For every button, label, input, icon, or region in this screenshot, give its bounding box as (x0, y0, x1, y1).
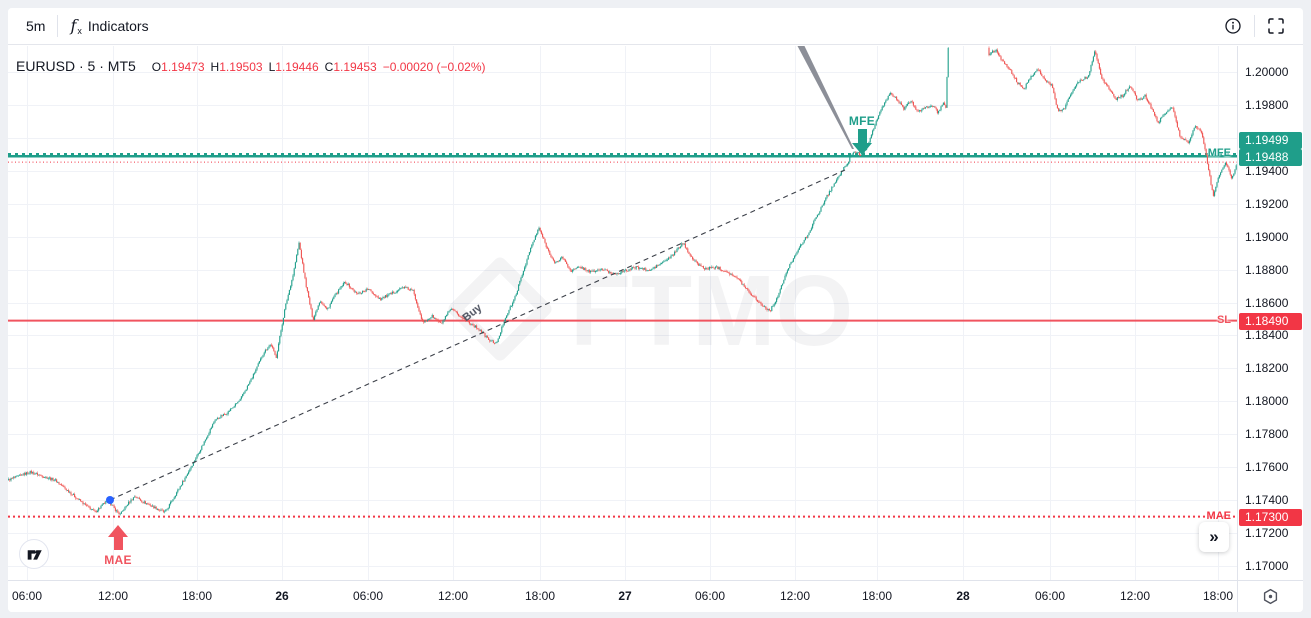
price-tick-label: 1.19800 (1245, 97, 1289, 112)
interval-button[interactable]: 5m (16, 14, 55, 38)
price-level-badge[interactable]: 1.19488 (1239, 148, 1302, 166)
toolbar-divider (1254, 15, 1255, 37)
info-button[interactable] (1220, 13, 1246, 39)
level-edge-label-mae: MAE (1206, 509, 1231, 522)
open-label: O (151, 60, 162, 74)
info-icon (1225, 18, 1241, 34)
price-axis[interactable]: 1.20000 1.19800 1.19400 1.19200 1.19000 1.188… (1237, 46, 1303, 580)
time-tick-label: 06:00 (1034, 589, 1066, 603)
time-tick-label: 12:00 (1119, 589, 1151, 603)
price-tick-label: 1.17200 (1245, 526, 1289, 541)
time-tick-label: 06:00 (11, 589, 43, 603)
price-tick-label: 1.17400 (1245, 493, 1289, 508)
mfe-arrow-shaft (857, 128, 867, 143)
price-tick-label: 1.17800 (1245, 427, 1289, 442)
entry-point-dot (106, 496, 114, 505)
tradingview-logo[interactable] (19, 539, 49, 569)
price-tick-label: 1.20000 (1245, 65, 1289, 79)
tradingview-logo-icon (27, 549, 42, 560)
time-tick-label: 06:00 (694, 589, 726, 603)
level-edge-label-mfe: MFE (1207, 147, 1231, 160)
mae-arrow-shaft (113, 536, 123, 550)
fx-f: f (70, 15, 77, 35)
time-tick-label: 12:00 (779, 589, 811, 603)
open-value: 1.19473 (161, 60, 205, 74)
axis-settings-gear-icon[interactable] (1261, 587, 1280, 606)
mae-marker: MAE (96, 524, 140, 567)
fx-x: x (77, 26, 82, 37)
mfe-marker: MFE (842, 113, 882, 155)
mfe-marker-label: MFE (848, 113, 876, 128)
time-axis[interactable]: 06:00 12:00 18:00 26 06:00 12:00 18:00 27 06:00 1… (8, 580, 1237, 612)
chart-pane: EURUSD · 5 · MT5 O1.19473 H1.19503 L1.19446… (8, 46, 1237, 580)
toolbar-divider (57, 15, 59, 37)
time-tick-label: 12:00 (97, 589, 129, 603)
indicators-button[interactable]: fx Indicators (60, 12, 158, 41)
fullscreen-button[interactable] (1263, 13, 1289, 39)
time-tick-label: 12:00 (437, 589, 469, 603)
low-value: 1.19446 (275, 60, 319, 74)
axis-corner (1237, 580, 1303, 612)
expand-panel-button[interactable]: » (1199, 522, 1229, 552)
price-tick-label: 1.17000 (1245, 559, 1289, 573)
mfe-arrow-down-icon (852, 142, 872, 155)
time-tick-label: 18:00 (861, 589, 893, 603)
price-level-badge[interactable]: 1.17300 (1239, 508, 1302, 526)
high-label: H (210, 60, 220, 74)
price-level-badge[interactable]: 1.19499 (1239, 131, 1302, 149)
close-value: 1.19453 (333, 60, 377, 74)
time-tick-label: 18:00 (181, 589, 213, 603)
time-tick-label: 26 (275, 589, 289, 603)
price-tick-label: 1.19000 (1245, 229, 1289, 244)
chart-legend: EURUSD · 5 · MT5 O1.19473 H1.19503 L1.19446… (16, 58, 485, 76)
price-tick-label: 1.19400 (1245, 163, 1289, 178)
close-label: C (324, 60, 334, 74)
high-value: 1.19503 (219, 60, 263, 74)
price-tick-label: 1.18200 (1245, 361, 1289, 376)
change-value: −0.00020 (−0.02%) (382, 60, 486, 74)
price-tick-label: 1.18600 (1245, 295, 1289, 310)
low-label: L (268, 60, 276, 74)
mae-marker-label: MAE (104, 552, 132, 567)
top-toolbar: 5m fx Indicators (8, 8, 1303, 45)
time-tick-label: 06:00 (352, 589, 384, 603)
price-tick-label: 1.17600 (1245, 460, 1289, 475)
level-edge-label-sl: SL (1216, 313, 1231, 326)
price-tick-label: 1.18000 (1245, 394, 1289, 409)
time-tick-label: 27 (618, 589, 632, 603)
fx-function-icon: fx (70, 16, 81, 37)
price-tick-label: 1.18400 (1245, 328, 1289, 343)
price-tick-label: 1.18800 (1245, 262, 1289, 277)
time-tick-label: 18:00 (524, 589, 556, 603)
time-tick-label: 18:00 (1202, 589, 1234, 603)
symbol-title[interactable]: EURUSD · 5 · MT5 (16, 58, 136, 74)
price-chart-canvas[interactable] (8, 46, 1237, 580)
chart-widget: 5m fx Indicators EURUSD · 5 · MT5 O1.1947… (8, 8, 1303, 612)
price-tick-label: 1.19200 (1245, 196, 1289, 211)
fullscreen-icon (1268, 18, 1284, 34)
mae-arrow-up-icon (108, 524, 128, 537)
indicators-label: Indicators (87, 17, 149, 34)
price-level-badge[interactable]: 1.18490 (1239, 312, 1302, 330)
time-tick-label: 28 (956, 589, 970, 603)
